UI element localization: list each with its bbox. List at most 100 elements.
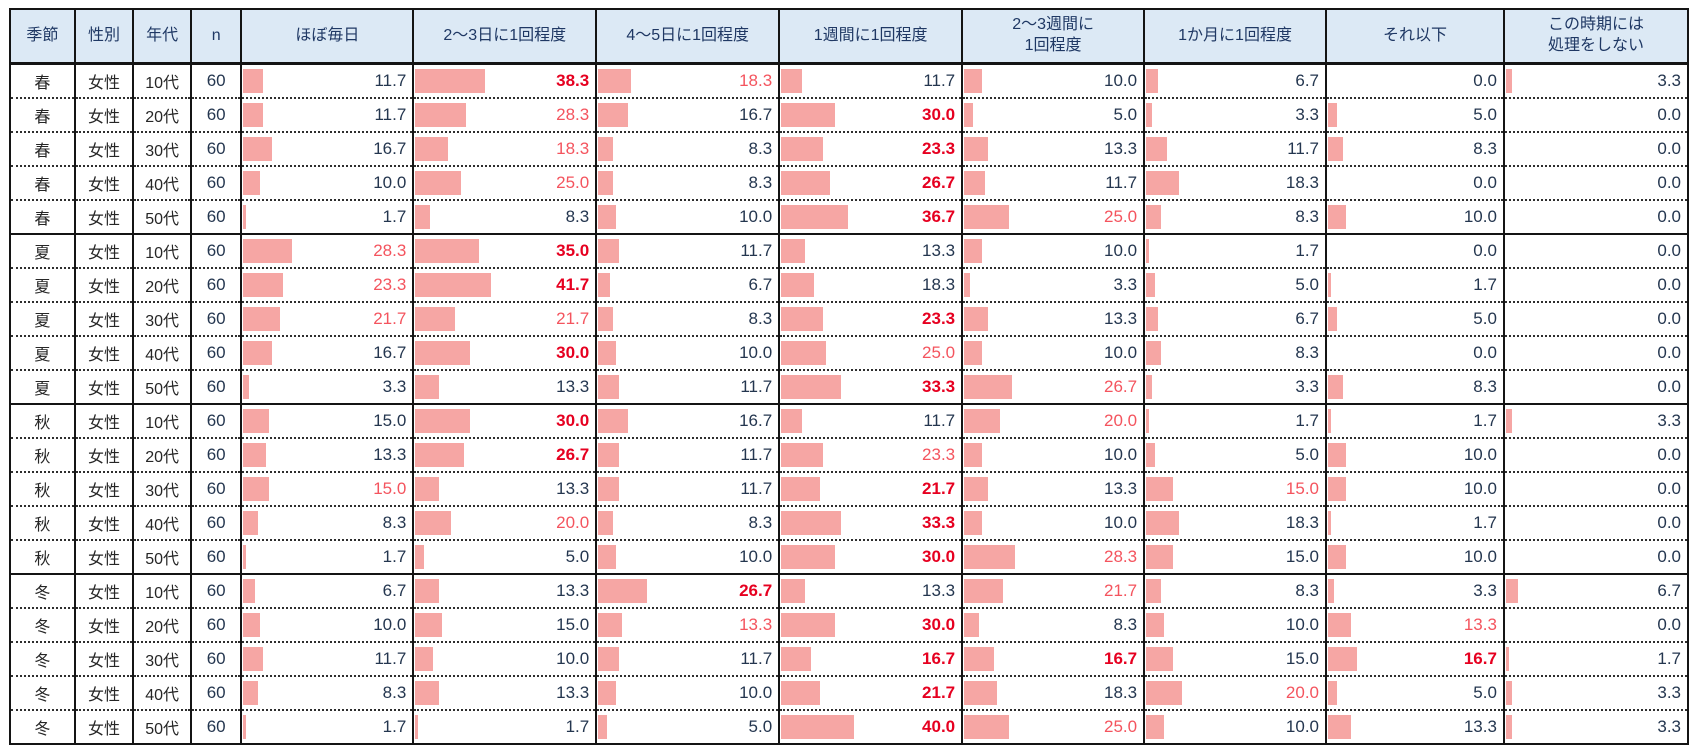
value-bar	[964, 103, 974, 127]
value-label: 11.7	[374, 649, 407, 668]
value-bar	[964, 477, 989, 501]
value-label: 11.7	[1287, 139, 1320, 158]
value-label: 11.7	[923, 411, 956, 430]
value-bar	[598, 273, 611, 297]
value-label: 1.7	[1295, 411, 1320, 430]
value-cell: 26.7	[595, 573, 781, 608]
gender-cell: 女性	[73, 675, 135, 710]
value-cell: 8.3	[412, 199, 598, 234]
value-label: 3.3	[1657, 683, 1681, 702]
value-label: 0.0	[1657, 343, 1681, 362]
value-bar	[1328, 375, 1343, 399]
gender-cell: 女性	[73, 403, 135, 438]
value-cell: 13.3	[595, 607, 781, 642]
value-label: 1.7	[1295, 241, 1320, 260]
value-cell: 10.0	[595, 675, 781, 710]
n-cell: 60	[189, 607, 243, 642]
value-bar	[781, 239, 806, 263]
value-bar	[243, 239, 292, 263]
value-label: 41.7	[556, 275, 590, 294]
value-cell: 11.7	[595, 233, 781, 268]
value-cell: 10.0	[961, 233, 1146, 268]
value-bar	[415, 239, 479, 263]
value-cell: 16.7	[961, 641, 1146, 676]
value-label: 13.3	[373, 445, 407, 464]
value-label: 16.7	[373, 343, 407, 362]
value-label: 13.3	[1103, 139, 1138, 158]
value-label: 6.7	[1295, 71, 1320, 90]
value-cell: 13.3	[412, 471, 598, 506]
age-cell: 20代	[132, 97, 192, 132]
value-label: 18.3	[556, 139, 590, 158]
value-cell: 0.0	[1502, 301, 1690, 336]
gender-cell: 女性	[73, 335, 135, 370]
col-header-almost-everyday: ほぼ毎日	[240, 9, 415, 65]
value-cell: 13.3	[778, 233, 964, 268]
value-bar	[243, 205, 247, 229]
value-cell: 10.0	[240, 165, 415, 200]
table-row: 秋女性 50代 60 1.7 5.0 10.0 30.0 28.3 15.0 10.0 0.0	[9, 539, 1690, 574]
value-cell: 10.0	[961, 505, 1146, 540]
value-label: 5.0	[1473, 309, 1497, 328]
value-bar	[964, 409, 1001, 433]
value-label: 0.0	[1657, 377, 1681, 396]
value-label: 25.0	[556, 173, 590, 192]
age-cell: 20代	[132, 437, 192, 472]
value-label: 11.7	[740, 445, 773, 464]
value-bar	[964, 579, 1004, 603]
value-bar	[415, 137, 449, 161]
value-label: 10.0	[1463, 207, 1497, 226]
table-row: 冬女性 20代 60 10.0 15.0 13.3 30.0 8.3 10.0 13.3 0.0	[9, 607, 1690, 642]
value-bar	[1146, 205, 1161, 229]
value-label: 8.3	[748, 139, 773, 158]
value-label: 13.3	[556, 377, 590, 396]
value-cell: 36.7	[778, 199, 964, 234]
value-label: 8.3	[1473, 377, 1497, 396]
table-row: 冬女性 40代 60 8.3 13.3 10.0 21.7 18.3 20.0 5.0 3.3	[9, 675, 1690, 710]
value-bar	[598, 647, 620, 671]
table-row: 夏女性 20代 60 23.3 41.7 6.7 18.3 3.3 5.0 1.7 0.0	[9, 267, 1690, 302]
value-label: 0.0	[1657, 275, 1681, 294]
value-bar	[964, 647, 995, 671]
n-cell: 60	[189, 165, 243, 200]
value-label: 15.0	[373, 411, 407, 430]
value-cell: 25.0	[778, 335, 964, 370]
value-label: 16.7	[922, 649, 956, 668]
value-label: 36.7	[922, 207, 956, 226]
col-header-gender: 性別	[73, 9, 135, 65]
value-bar	[415, 273, 491, 297]
value-cell: 3.3	[961, 267, 1146, 302]
value-label: 26.7	[922, 173, 956, 192]
value-cell: 10.0	[1325, 437, 1505, 472]
table-row: 冬女性 30代 60 11.7 10.0 11.7 16.7 16.7 15.0 16.7 1.7	[9, 641, 1690, 676]
season-cell: 冬	[9, 709, 76, 744]
value-label: 6.7	[1295, 309, 1320, 328]
value-label: 5.0	[1295, 445, 1320, 464]
value-label: 10.0	[373, 173, 407, 192]
value-label: 5.0	[565, 547, 590, 566]
value-bar	[964, 715, 1010, 739]
value-label: 3.3	[1295, 105, 1320, 124]
value-label: 28.3	[556, 105, 590, 124]
value-bar	[1146, 443, 1156, 467]
season-cell: 秋	[9, 539, 76, 574]
value-label: 5.0	[748, 717, 773, 736]
value-label: 21.7	[1103, 581, 1138, 600]
value-cell: 20.0	[1143, 675, 1328, 710]
value-cell: 3.3	[1325, 573, 1505, 608]
value-label: 13.3	[556, 479, 590, 498]
value-label: 18.3	[1285, 173, 1320, 192]
value-bar	[1328, 579, 1334, 603]
col-header-season: 季節	[9, 9, 76, 65]
value-bar	[415, 715, 419, 739]
value-label: 10.0	[1285, 615, 1320, 634]
value-bar	[964, 205, 1010, 229]
age-cell: 20代	[132, 267, 192, 302]
value-cell: 38.3	[412, 62, 598, 98]
value-label: 10.0	[1463, 445, 1497, 464]
value-cell: 5.0	[412, 539, 598, 574]
value-cell: 10.0	[961, 437, 1146, 472]
value-bar	[964, 171, 986, 195]
value-cell: 13.3	[1325, 709, 1505, 744]
season-cell: 冬	[9, 675, 76, 710]
